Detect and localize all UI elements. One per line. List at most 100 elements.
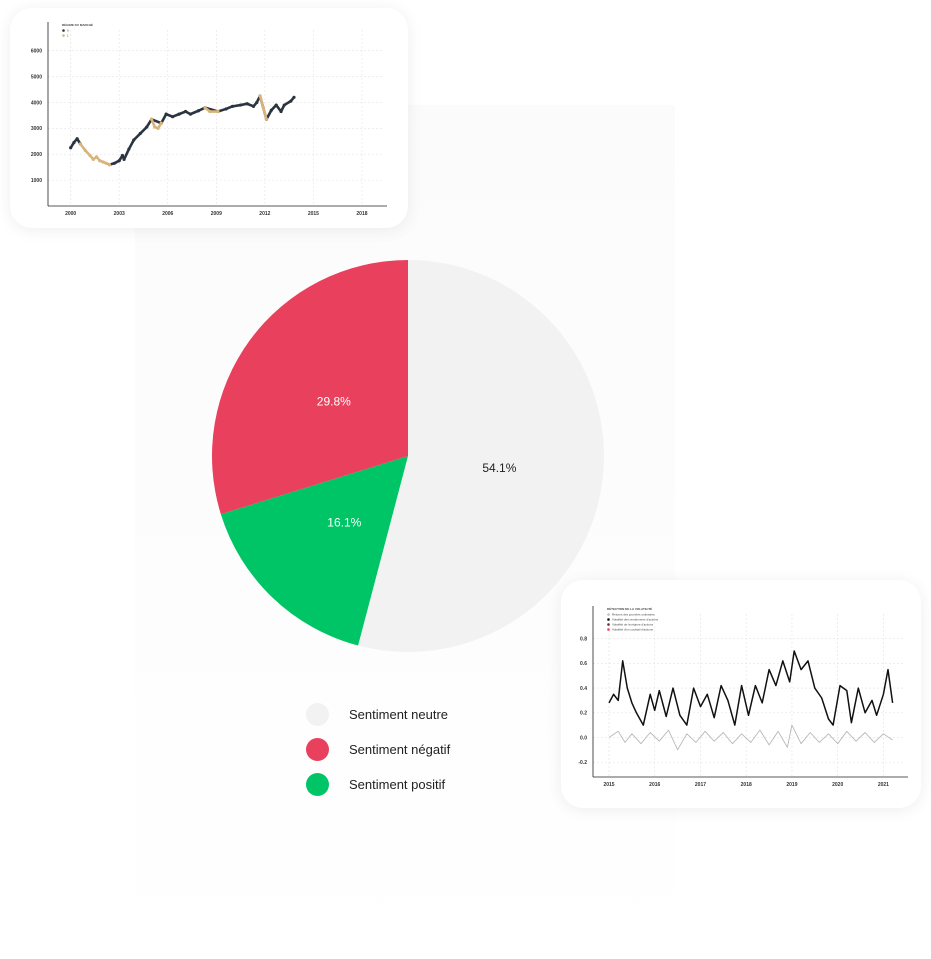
- legend-dot-neutral: [306, 703, 329, 726]
- legend-entry: 1: [67, 34, 69, 38]
- data-point: [98, 159, 102, 163]
- x-tick-label: 2019: [786, 782, 797, 788]
- legend-marker: [607, 623, 610, 626]
- data-point: [153, 125, 157, 129]
- x-tick-label: 2018: [741, 782, 752, 788]
- series-line: [608, 724, 893, 751]
- legend-label-negative: Sentiment négatif: [349, 742, 451, 757]
- sentiment-pie-chart: 54.1% 16.1% 29.8%: [210, 258, 606, 654]
- legend-marker: [607, 618, 610, 621]
- y-tick-label: 1000: [31, 178, 42, 184]
- legend-entry: Volatilité des rendements d'actions: [612, 618, 659, 622]
- legend-item-positive: Sentiment positif: [306, 767, 450, 802]
- y-tick-label: 6000: [31, 49, 42, 55]
- data-point: [203, 106, 207, 110]
- data-point: [69, 146, 73, 150]
- data-point: [282, 103, 286, 107]
- data-point: [75, 137, 79, 141]
- legend-entry: 0: [67, 29, 69, 33]
- series-segment: [258, 94, 265, 109]
- series-segment: [127, 138, 136, 151]
- x-tick-label: 2017: [695, 782, 706, 788]
- y-tick-label: 0.4: [580, 686, 587, 692]
- legend-item-negative: Sentiment négatif: [306, 732, 450, 767]
- data-point: [238, 103, 243, 107]
- data-point: [107, 162, 112, 167]
- data-point: [104, 161, 108, 165]
- x-tick-label: 2003: [114, 211, 125, 217]
- pie-slice: [212, 260, 408, 515]
- data-point: [208, 109, 212, 114]
- data-point: [72, 140, 76, 145]
- legend-entry: Volatilité d'un cocktail d'actions: [612, 628, 654, 632]
- y-tick-label: 0.8: [580, 636, 587, 642]
- data-point: [145, 125, 149, 129]
- pie-slice-label: 54.1%: [482, 461, 516, 475]
- legend-label-neutral: Sentiment neutre: [349, 707, 449, 722]
- data-point: [177, 112, 181, 116]
- legend-entry: Volatilité de la régime d'actions: [612, 623, 654, 627]
- x-tick-label: 2015: [603, 782, 614, 788]
- x-tick-label: 2012: [259, 211, 270, 217]
- data-point: [255, 100, 259, 105]
- volatility-chart-card: 2015 2016 2017 2018 2019 2020 2021 -0.2 0.0 0.2 0.…: [561, 580, 921, 808]
- data-point: [269, 108, 273, 112]
- data-point: [292, 95, 296, 99]
- x-tick-label: 2009: [211, 211, 222, 217]
- data-point: [127, 147, 131, 151]
- data-point: [156, 126, 160, 130]
- legend-dot-positive: [306, 773, 329, 796]
- data-point: [230, 104, 235, 108]
- data-point: [112, 161, 116, 165]
- market-regime-chart-card: 2000 2003 2006 2009 2012 2015 2018 1000 2000 3000…: [10, 8, 408, 228]
- legend-marker: [607, 613, 610, 616]
- data-point: [78, 142, 82, 146]
- data-point: [279, 109, 283, 114]
- sentiment-legend: Sentiment neutre Sentiment négatif Senti…: [306, 697, 450, 802]
- data-point: [188, 112, 193, 116]
- data-point: [91, 157, 95, 162]
- data-point: [171, 115, 175, 119]
- data-point: [83, 148, 87, 152]
- data-point: [264, 117, 269, 121]
- data-point: [164, 112, 168, 116]
- volatility-chart: 2015 2016 2017 2018 2019 2020 2021 -0.2 0.0 0.2 0.…: [578, 606, 908, 788]
- data-point: [159, 121, 163, 125]
- data-point: [132, 138, 136, 142]
- data-point: [224, 107, 228, 111]
- data-point: [216, 109, 220, 114]
- legend-label-positive: Sentiment positif: [349, 777, 446, 792]
- y-tick-label: 4000: [31, 100, 42, 106]
- legend-title: DÉTECTION DE LA VOLATILITÉ: [607, 606, 652, 611]
- y-tick-label: 2000: [31, 152, 42, 158]
- data-point: [274, 103, 278, 107]
- legend-marker: [62, 29, 65, 32]
- legend-dot-negative: [306, 738, 329, 761]
- y-tick-label: 3000: [31, 126, 42, 132]
- x-tick-label: 2000: [65, 211, 76, 217]
- data-point: [138, 131, 142, 136]
- x-tick-label: 2018: [356, 211, 367, 217]
- series-segment: [122, 147, 131, 161]
- data-point: [258, 94, 262, 98]
- data-point: [120, 153, 125, 158]
- y-tick-label: 0.0: [580, 735, 587, 741]
- pie-slice: [220, 456, 408, 646]
- series-line: [608, 650, 894, 726]
- legend-entry: Returns des journées ordinaires: [612, 613, 655, 617]
- data-point: [88, 153, 92, 158]
- data-point: [183, 109, 188, 114]
- y-tick-label: -0.2: [578, 760, 587, 766]
- y-tick-label: 0.6: [580, 661, 587, 667]
- data-point: [117, 159, 121, 163]
- data-point: [245, 102, 249, 106]
- pie-slice-label: 29.8%: [317, 394, 351, 408]
- y-tick-label: 5000: [31, 74, 42, 80]
- legend-marker: [607, 628, 610, 631]
- y-tick-label: 0.2: [580, 711, 587, 717]
- pie-slice-label: 16.1%: [327, 516, 361, 530]
- pie-slice: [358, 260, 605, 652]
- data-point: [101, 160, 105, 164]
- data-point: [122, 157, 126, 162]
- data-point: [196, 109, 201, 113]
